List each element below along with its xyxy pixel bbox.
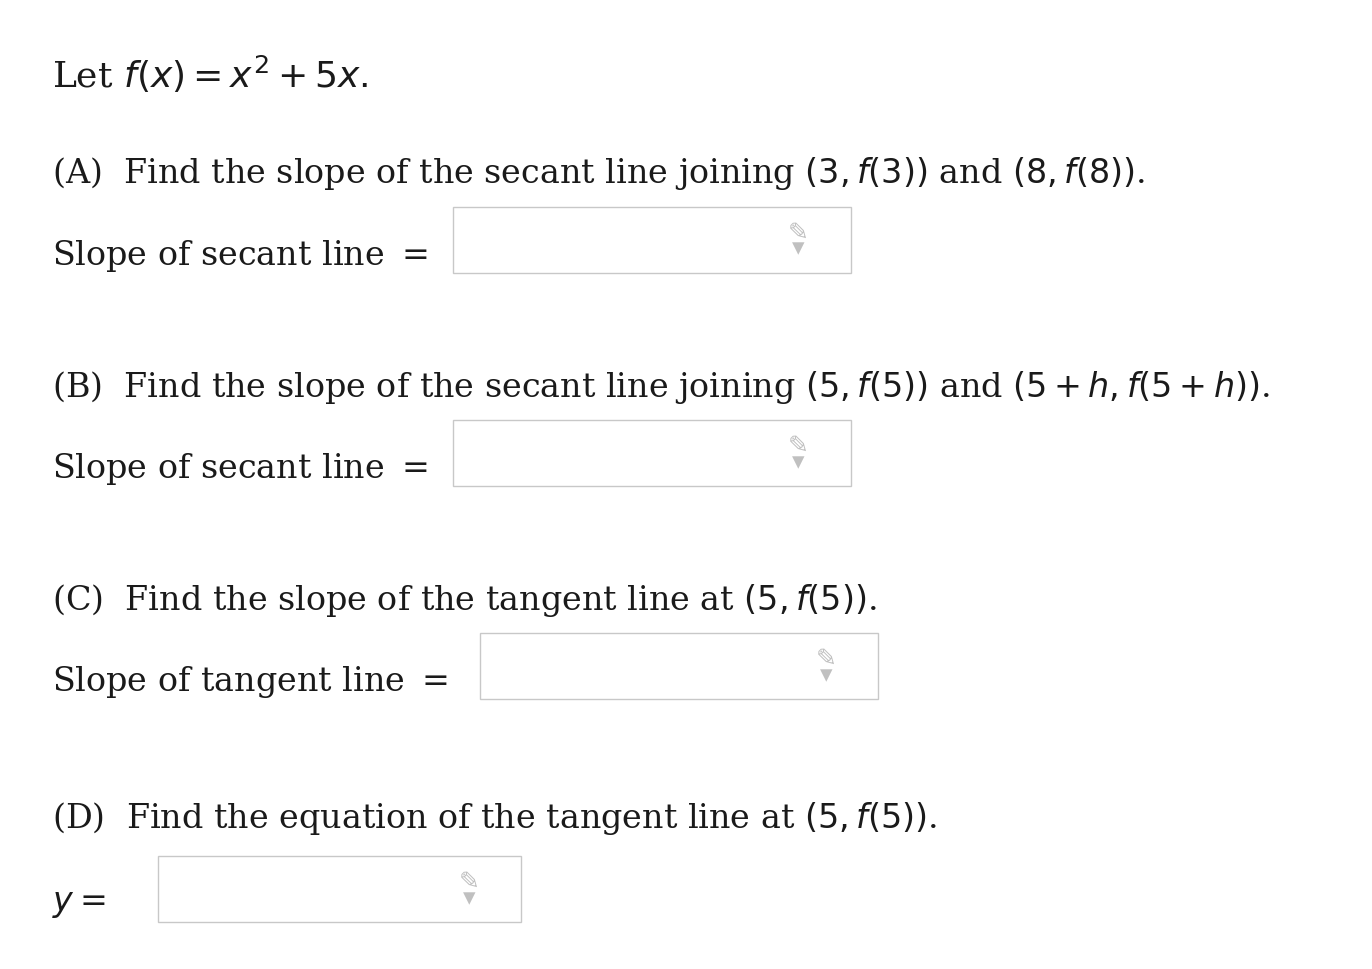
FancyBboxPatch shape xyxy=(480,634,878,700)
Text: (D)  Find the equation of the tangent line at $(5, f(5))$.: (D) Find the equation of the tangent lin… xyxy=(52,799,937,836)
Text: ✎
▾: ✎ ▾ xyxy=(788,433,809,474)
Text: ✎
▾: ✎ ▾ xyxy=(815,646,837,687)
FancyBboxPatch shape xyxy=(158,857,521,922)
FancyBboxPatch shape xyxy=(453,207,851,273)
Text: (A)  Find the slope of the secant line joining $(3, f(3))$ and $(8, f(8))$.: (A) Find the slope of the secant line jo… xyxy=(52,155,1146,192)
Text: Let $f(x) = x^2 + 5x.$: Let $f(x) = x^2 + 5x.$ xyxy=(52,53,369,94)
Text: Slope of secant line $=$: Slope of secant line $=$ xyxy=(52,451,428,486)
Text: (C)  Find the slope of the tangent line at $(5, f(5))$.: (C) Find the slope of the tangent line a… xyxy=(52,581,877,618)
FancyBboxPatch shape xyxy=(453,421,851,486)
Text: $y =$: $y =$ xyxy=(52,887,106,919)
Text: ✎
▾: ✎ ▾ xyxy=(458,869,480,910)
Text: ✎
▾: ✎ ▾ xyxy=(788,220,809,261)
Text: (B)  Find the slope of the secant line joining $(5, f(5))$ and $(5+h, f(5+h))$.: (B) Find the slope of the secant line jo… xyxy=(52,368,1270,405)
Text: Slope of tangent line $=$: Slope of tangent line $=$ xyxy=(52,664,449,700)
Text: Slope of secant line $=$: Slope of secant line $=$ xyxy=(52,237,428,273)
